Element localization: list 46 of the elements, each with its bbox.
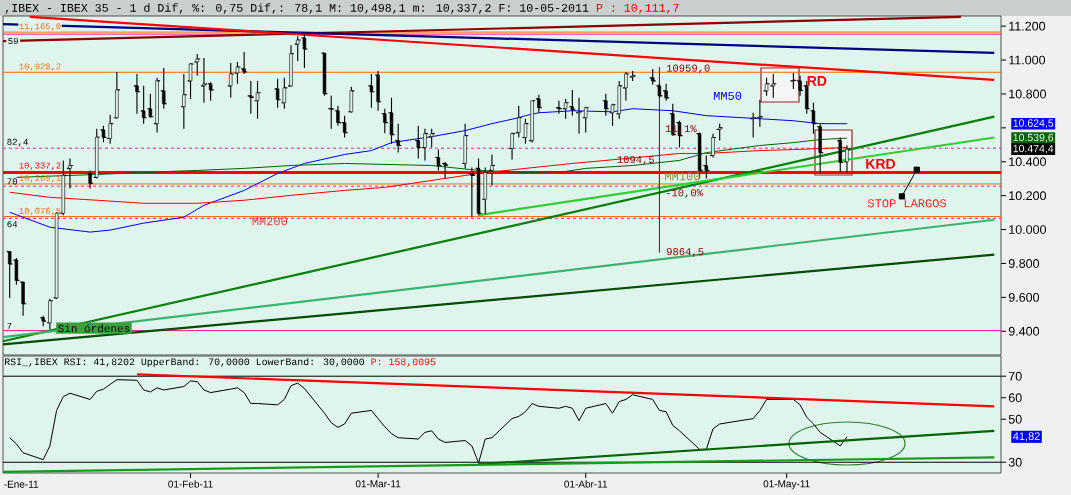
ref-line-label: 10,928,2 [19,63,61,71]
chart-subtitle: P: 158,0095 [371,358,436,367]
y-tick-label: 30 [1008,457,1022,467]
annotation: KRD [866,159,896,169]
x-tick-label: 01-Abr-11 [564,480,608,488]
annotation: 7 [7,322,12,329]
y-tick-label: 70 [1008,371,1022,381]
annotation: MM200 [252,217,288,226]
annotation: 70 [7,178,18,185]
ref-line-label: 10,076,5 [19,207,61,216]
text: 10.474,4 [1013,144,1054,154]
y-tick-label: 9.400 [1008,326,1040,336]
chart-subtitle: P : 10,111,7 [596,3,679,14]
annotation: Sin órdenes [58,324,130,333]
y-tick-label: 10.800 [1009,89,1047,99]
y-tick-label: 11.000 [1009,55,1046,65]
y-tick-label: 50 [1008,414,1022,424]
annotation: 10959,0 [666,64,710,74]
y-tick-label: 10.400 [1009,157,1047,167]
text: -Ene-11 [4,480,39,488]
y-tick-label: 9.600 [1008,292,1040,302]
y-tick-label: 10.000 [1009,225,1047,234]
annotation: -10,0% [666,189,703,199]
annotation: 82,4 [7,138,28,147]
y-tick-label: 10.200 [1009,191,1047,201]
chart-title: RSI_,IBEX RSI: 41,8202 UpperBand: 70,0000 LowerBand: 30,0000 [5,357,365,368]
y-tick-label: 11.200 [1009,21,1046,31]
ref-line-label: 11,165,0 [19,23,61,31]
text: 10.539,6 [1013,133,1054,143]
annotation: 59 [8,37,18,44]
annotation: RD [807,76,827,86]
chart-title: ,IBEX - IBEX 35 - 1 d Dif, %: 0,75 Dif,: 78,1 M: 10,498,1 m: 10,337,2 F: 10-05-2011 [5,3,589,14]
annotation: 9864,5 [666,248,704,257]
y-tick-label: 60 [1008,393,1022,403]
annotation: STOP LARGOS [867,199,946,208]
x-tick-label: 01-May-11 [763,480,810,490]
annotation: 1094,5 [617,155,654,165]
annotation: 64 [7,221,18,228]
x-tick-label: 01-Mar-11 [355,480,401,488]
annotation: MM50 [713,91,742,100]
text: 41,82 [1013,432,1040,442]
y-tick-label: 9.800 [1008,259,1040,268]
ref-line-label: 10,269,1 [19,175,61,183]
ref-line-label: 10,337,2 [19,162,61,171]
text: 10.624,5 [1013,119,1054,129]
x-tick-label: 01-Feb-11 [168,480,213,488]
